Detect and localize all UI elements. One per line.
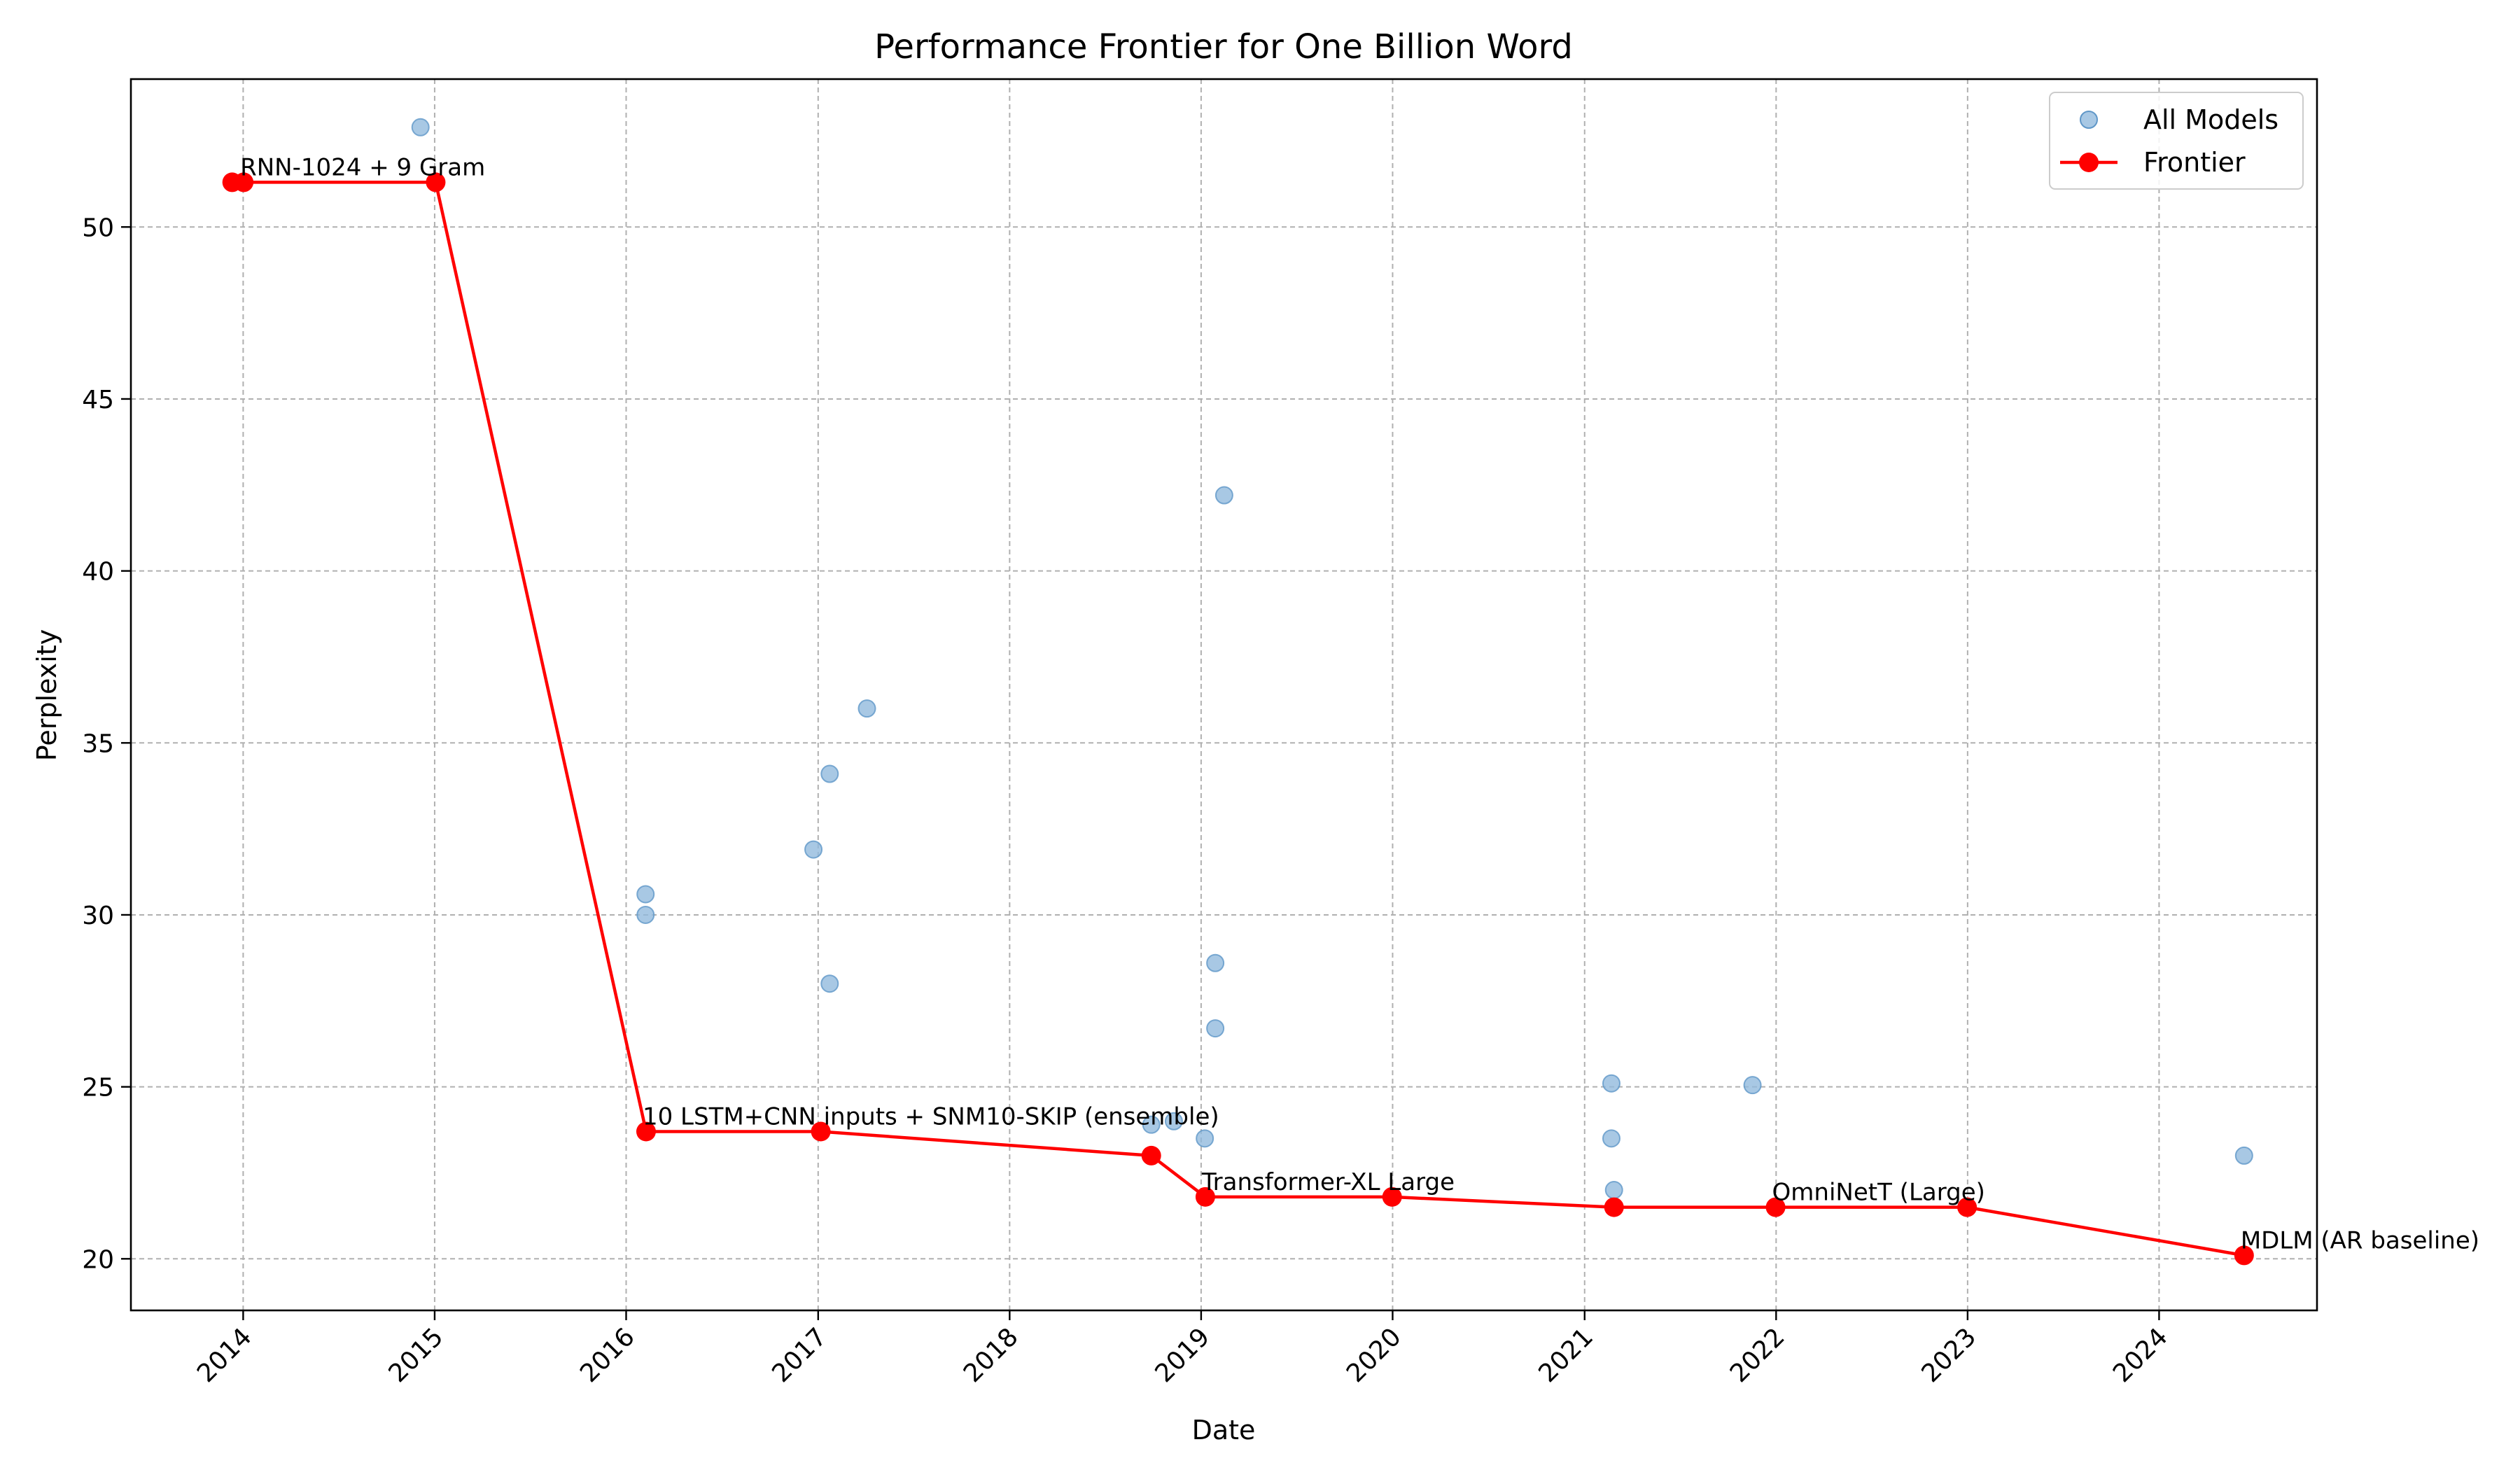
annotation-transformer-xl-large: Transformer-XL Large [1201, 1168, 1455, 1196]
all-models-point-18 [1206, 953, 1225, 972]
all-models-point-6 [636, 905, 655, 924]
x-tick-label-2016: 2016 [575, 1322, 640, 1388]
frontier-point-7 [1195, 1186, 1215, 1207]
frontier-point-2 [234, 172, 254, 192]
all-models-point-29 [2234, 1146, 2253, 1165]
plot-frame [130, 78, 2318, 1312]
frontier-point-6 [1141, 1145, 1161, 1166]
grid-lines [131, 79, 2317, 1310]
y-axis-ticks: 20 25 30 35 40 45 50 [82, 214, 131, 1274]
y-tick-label-35: 35 [82, 729, 114, 758]
x-tick-label-2018: 2018 [958, 1322, 1024, 1388]
frontier-series [222, 172, 2254, 1266]
frontier-point-10 [1765, 1197, 1786, 1217]
x-tick-label-2021: 2021 [1533, 1322, 1599, 1388]
all-models-point-22 [1602, 1074, 1620, 1093]
all-models-point-5 [636, 885, 655, 904]
y-tick-label-45: 45 [82, 386, 114, 414]
all-models-point-10 [820, 764, 839, 783]
all-models-point-12 [858, 699, 876, 718]
y-tick-label-25: 25 [82, 1074, 114, 1102]
x-tick-label-2014: 2014 [192, 1322, 258, 1388]
legend: All Models Frontier [2049, 92, 2304, 190]
all-models-point-11 [820, 974, 839, 993]
annotation-omninett-large: OmniNetT (Large) [1772, 1179, 1985, 1207]
frontier-point-4 [636, 1121, 656, 1142]
frontier-line [232, 181, 2245, 1257]
legend-all-models-marker [2080, 111, 2098, 129]
legend-box [2049, 92, 2304, 190]
chart-title: Performance Frontier for One Billion Wor… [874, 27, 1573, 66]
frontier-point-12 [2234, 1245, 2254, 1266]
legend-frontier-label: Frontier [2143, 147, 2246, 178]
legend-frontier-marker [2079, 153, 2099, 172]
frontier-point-3 [426, 172, 446, 192]
x-axis-ticks: 2014 2015 2016 2017 2018 2019 2020 2021 2022 2023… [192, 1310, 2174, 1388]
all-models-point-24 [1604, 1181, 1623, 1200]
annotation-10-lstm-cnn-inputs-snm10-skip-ensemble: 10 LSTM+CNN inputs + SNM10-SKIP (ensembl… [643, 1103, 1219, 1131]
y-tick-label-20: 20 [82, 1245, 114, 1274]
y-tick-label-50: 50 [82, 214, 114, 242]
legend-all-models-label: All Models [2143, 104, 2278, 135]
annotation-mdlm-ar-baseline: MDLM (AR baseline) [2241, 1226, 2479, 1254]
frontier-point-11 [1957, 1197, 1977, 1217]
y-tick-label-40: 40 [82, 558, 114, 587]
all-models-point-8 [804, 840, 823, 859]
frontier-point-9 [1604, 1197, 1624, 1217]
all-models-point-15 [1164, 1112, 1183, 1130]
all-models-point-16 [1196, 1129, 1214, 1148]
x-tick-label-2024: 2024 [2108, 1322, 2174, 1388]
all-models-point-23 [1602, 1129, 1620, 1148]
x-axis-label: Date [1192, 1415, 1256, 1446]
all-models-point-26 [1743, 1076, 1762, 1095]
all-models-point-19 [1206, 1019, 1225, 1038]
x-tick-label-2022: 2022 [1725, 1322, 1791, 1388]
x-tick-label-2023: 2023 [1916, 1322, 1982, 1388]
all-models-point-13 [1142, 1115, 1161, 1134]
all-models-point-3 [411, 118, 430, 136]
frontier-point-8 [1382, 1186, 1402, 1207]
frontier-point-5 [811, 1121, 831, 1142]
all-models-points [223, 118, 2253, 1265]
x-tick-label-2020: 2020 [1341, 1322, 1407, 1388]
y-tick-label-30: 30 [82, 902, 114, 930]
annotation-rnn-1024-9-gram: RNN-1024 + 9 Gram [240, 153, 485, 181]
model-annotations: RNN-1024 + 9 Gram 10 LSTM+CNN inputs + SN… [240, 153, 2479, 1254]
x-tick-label-2015: 2015 [384, 1322, 449, 1388]
x-tick-label-2019: 2019 [1149, 1322, 1215, 1388]
y-axis-label: Perplexity [31, 629, 62, 761]
x-tick-label-2017: 2017 [766, 1322, 832, 1388]
all-models-point-20 [1214, 486, 1233, 505]
